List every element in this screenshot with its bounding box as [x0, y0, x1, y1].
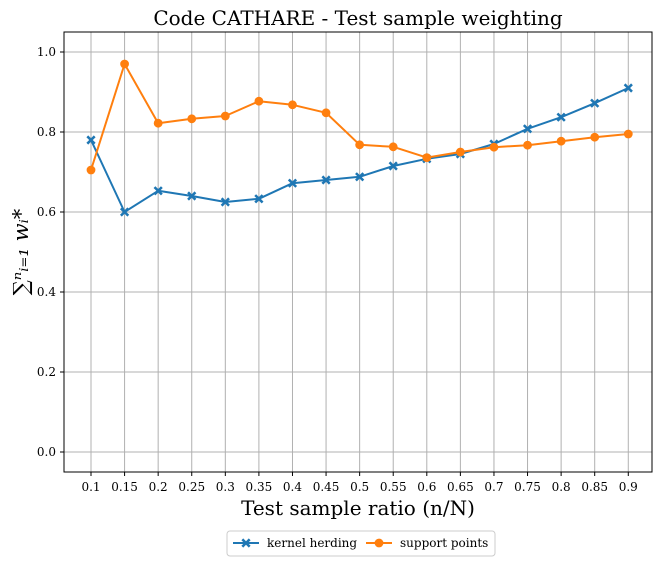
x-axis-label: Test sample ratio (n/N)	[241, 496, 475, 520]
x-tick-label: 0.55	[380, 480, 407, 494]
chart-title: Code CATHARE - Test sample weighting	[153, 6, 563, 30]
x-tick-label: 0.2	[149, 480, 168, 494]
data-point	[120, 59, 129, 69]
data-point	[523, 140, 532, 150]
legend: kernel herding support points	[226, 530, 496, 557]
x-tick-label: 0.6	[417, 480, 436, 494]
data-point	[220, 111, 230, 121]
data-point	[590, 132, 600, 142]
legend-support-points-marker	[374, 538, 384, 548]
data-point	[321, 108, 331, 118]
x-tick-label: 0.45	[313, 480, 340, 494]
legend-box	[226, 530, 496, 557]
data-point	[455, 147, 465, 157]
x-tick-label: 0.5	[350, 480, 369, 494]
data-point	[422, 153, 432, 163]
data-point	[254, 96, 264, 106]
legend-marker	[374, 538, 384, 548]
data-point	[522, 124, 533, 134]
y-tick-label: 0.8	[37, 125, 56, 139]
x-axis-ticks: 0.1 0.15 0.2 0.25 0.3 0.35 0.4 0.45 0.5 0.55 0.6 0.…	[81, 472, 638, 494]
data-point	[220, 197, 230, 207]
y-tick-label: 0.0	[37, 445, 56, 459]
data-point	[388, 142, 398, 152]
data-point	[86, 135, 96, 145]
y-axis-ticks: 0.0 0.2 0.4 0.6 0.8 1.0	[37, 45, 64, 459]
data-point	[288, 100, 297, 110]
data-point	[187, 114, 197, 124]
x-tick-label: 0.75	[514, 480, 541, 494]
y-tick-label: 0.6	[37, 205, 56, 219]
data-point	[623, 83, 633, 93]
plot-frame	[63, 31, 653, 473]
data-point	[355, 140, 365, 150]
x-tick-label: 0.7	[484, 480, 503, 494]
legend-support-points-label: support points	[400, 536, 488, 550]
legend-kernel-herding-marker	[241, 538, 251, 548]
data-point	[321, 175, 331, 185]
x-tick-label: 0.9	[619, 480, 638, 494]
series-layer	[86, 59, 633, 217]
data-point	[254, 194, 264, 204]
data-point	[86, 165, 96, 175]
x-tick-label: 0.3	[216, 480, 235, 494]
data-point	[623, 129, 633, 139]
x-tick-label: 0.4	[283, 480, 302, 494]
y-tick-label: 0.4	[37, 285, 56, 299]
data-point	[388, 161, 398, 171]
data-point	[187, 191, 197, 201]
y-tick-label: 0.2	[37, 365, 56, 379]
x-tick-label: 0.8	[552, 480, 571, 494]
x-tick-label: 0.1	[81, 480, 100, 494]
legend-marker	[241, 538, 251, 548]
x-tick-label: 0.85	[581, 480, 608, 494]
x-tick-label: 0.15	[111, 480, 138, 494]
x-tick-label: 0.35	[246, 480, 273, 494]
y-tick-label: 1.0	[37, 45, 56, 59]
data-point	[153, 118, 163, 128]
data-point	[489, 142, 499, 152]
data-point	[119, 207, 130, 217]
data-point	[556, 112, 566, 122]
data-point	[556, 136, 566, 146]
series-support-points	[86, 59, 633, 175]
data-point	[590, 98, 600, 108]
legend-kernel-herding-label: kernel herding	[267, 536, 357, 550]
x-tick-label: 0.65	[447, 480, 474, 494]
data-point	[287, 178, 298, 188]
x-tick-label: 0.25	[178, 480, 205, 494]
data-point	[153, 186, 163, 196]
y-axis-label: ∑ⁿᵢ₌₁ wᵢ*	[9, 208, 33, 295]
grid	[64, 32, 652, 472]
data-point	[355, 172, 365, 182]
